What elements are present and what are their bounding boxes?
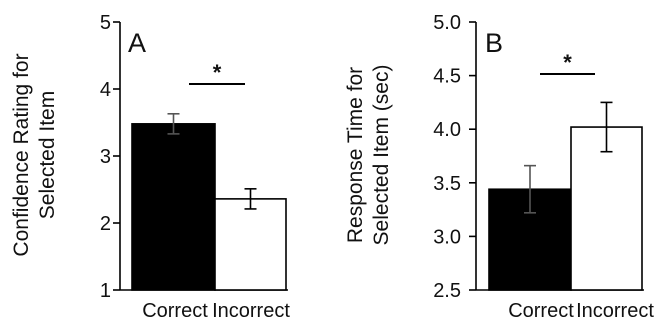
category-label-correct: Correct xyxy=(142,300,208,322)
y-axis-label-line-2: Selected Item (sec) xyxy=(370,65,393,246)
y-axis-label-line-1: Response Time for xyxy=(344,67,367,243)
y-tick-label: 2.5 xyxy=(433,280,461,302)
y-tick-label: 3.0 xyxy=(433,226,461,248)
y-tick-label: 5 xyxy=(100,12,111,34)
y-tick-label: 3.5 xyxy=(433,173,461,195)
y-axis-label-line-2: Selected Item xyxy=(36,91,59,219)
bar-correct xyxy=(131,123,216,291)
y-tick-label: 5.0 xyxy=(433,12,461,34)
panel-a: Confidence Rating for Selected Item A Co… xyxy=(10,12,290,322)
y-tick-label: 2 xyxy=(100,213,111,235)
y-tick-label: 3 xyxy=(100,146,111,168)
y-tick-label: 1 xyxy=(100,280,111,302)
y-tick-label: 4 xyxy=(100,79,111,101)
y-tick-label: 4.5 xyxy=(433,66,461,88)
panel-label: A xyxy=(128,28,146,58)
category-label-incorrect: Incorrect xyxy=(576,300,654,322)
panel-b: Response Time for Selected Item (sec) B … xyxy=(344,12,654,322)
bar-incorrect xyxy=(214,198,287,291)
y-axis-label-line-1: Confidence Rating for xyxy=(10,53,33,256)
panel-label: B xyxy=(485,28,503,58)
category-label-correct: Correct xyxy=(508,300,574,322)
significance-star: * xyxy=(563,50,572,75)
y-tick-label: 4.0 xyxy=(433,119,461,141)
bar-incorrect xyxy=(570,126,643,291)
significance-star: * xyxy=(213,60,222,85)
category-label-incorrect: Incorrect xyxy=(212,300,290,322)
